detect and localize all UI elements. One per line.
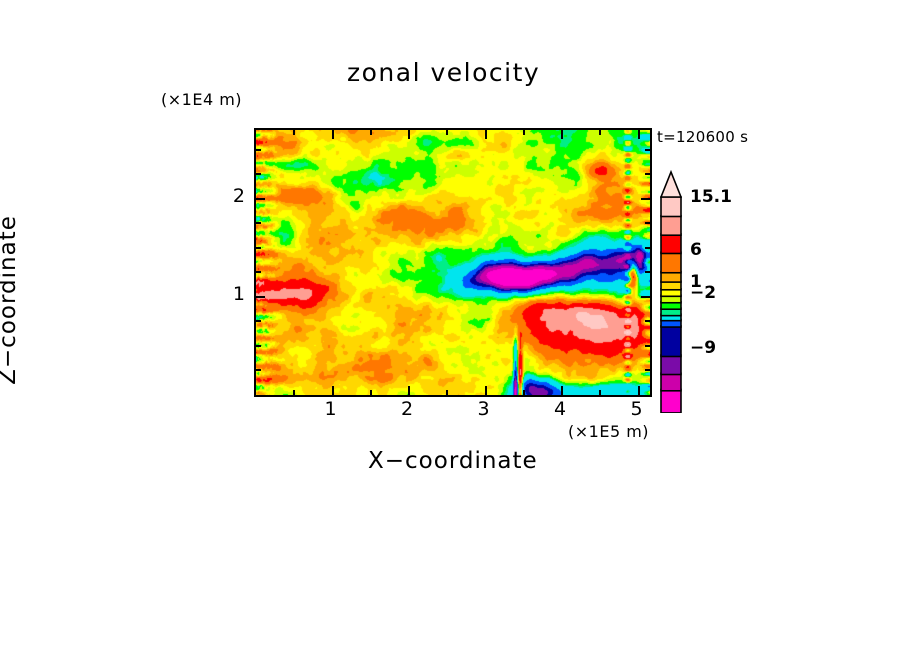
y-tick <box>256 148 261 151</box>
y-tick-right <box>645 222 650 225</box>
x-tick-label: 2 <box>400 398 414 420</box>
y-tick-right <box>645 369 650 372</box>
colorbar-band <box>660 354 682 376</box>
colorbar-label: 15.1 <box>690 187 732 207</box>
y-tick-label: 2 <box>232 184 245 207</box>
y-tick <box>256 344 261 347</box>
x-tick-top <box>446 130 449 135</box>
x-tick-label: 5 <box>630 398 643 420</box>
colorbar-band <box>660 233 682 255</box>
y-tick-right <box>645 271 650 274</box>
colorbar-arrow-cap <box>660 170 682 198</box>
colorbar-band <box>660 196 682 218</box>
x-tick-label: 3 <box>477 398 490 420</box>
x-tick <box>522 390 525 395</box>
colorbar-legend <box>660 170 682 413</box>
y-tick <box>256 295 265 298</box>
x-tick-label: 1 <box>324 398 337 420</box>
x-tick <box>599 390 602 395</box>
y-axis-label: Z−coordinate <box>0 215 21 385</box>
y-tick <box>256 222 261 225</box>
x-tick <box>293 390 296 395</box>
colorbar-label: 6 <box>690 240 702 260</box>
colorbar-band <box>660 251 682 274</box>
x-axis-units-label: (×1E5 m) <box>568 422 650 441</box>
x-tick-top <box>369 130 372 135</box>
x-tick-top <box>484 130 487 139</box>
y-tick <box>256 369 261 372</box>
y-tick <box>256 173 261 176</box>
x-tick <box>446 390 449 395</box>
colorbar-band <box>660 214 682 237</box>
x-tick-top <box>522 130 525 135</box>
x-tick-top <box>637 130 640 139</box>
x-tick <box>484 386 487 395</box>
y-tick <box>256 246 261 249</box>
contour-plot-area <box>254 128 652 397</box>
x-tick <box>408 386 410 395</box>
x-tick-top <box>561 130 564 139</box>
timestamp-annotation: t=120600 s <box>657 128 749 146</box>
colorbar-band <box>660 325 682 358</box>
colorbar-swatches <box>660 170 682 413</box>
y-tick-right <box>645 173 650 176</box>
colorbar-label: −2 <box>690 283 717 303</box>
y-tick <box>256 271 261 274</box>
page-title: zonal velocity <box>347 58 541 87</box>
x-tick-top <box>599 130 602 135</box>
x-tick <box>331 386 334 395</box>
colorbar-label: 1 <box>690 272 702 292</box>
y-tick-right <box>645 246 650 249</box>
x-tick-top <box>408 130 410 139</box>
y-axis-units-label: (×1E4 m) <box>161 90 243 109</box>
x-tick-top <box>293 130 296 135</box>
y-tick-right <box>645 320 650 323</box>
x-axis-label: X−coordinate <box>368 448 538 474</box>
y-tick <box>256 320 261 323</box>
x-tick <box>637 386 640 395</box>
colorbar-band <box>660 372 682 392</box>
x-tick <box>369 390 372 395</box>
y-tick-right <box>645 344 650 347</box>
x-tick-top <box>331 130 334 139</box>
x-tick-label: 4 <box>553 398 567 420</box>
y-tick-right <box>641 295 650 298</box>
y-tick <box>256 197 265 200</box>
y-tick-right <box>645 148 650 151</box>
y-tick-right <box>641 197 650 200</box>
colorbar-label: −9 <box>690 338 717 358</box>
colorbar-band <box>660 388 682 413</box>
x-tick <box>561 386 564 395</box>
y-tick-label: 1 <box>232 282 245 305</box>
contour-field <box>256 130 650 395</box>
